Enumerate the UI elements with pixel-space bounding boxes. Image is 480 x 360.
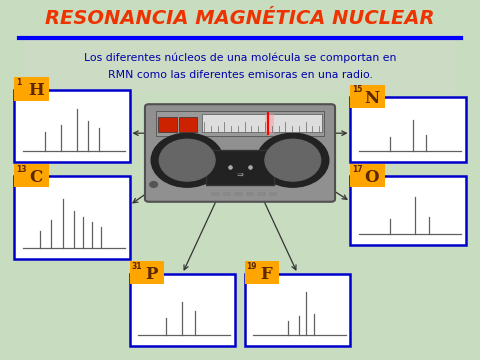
Text: H: H: [28, 82, 44, 99]
Text: 17: 17: [352, 165, 362, 174]
Text: C: C: [29, 169, 42, 186]
Bar: [14, 90, 130, 162]
Bar: [257, 192, 266, 196]
Bar: [14, 77, 49, 101]
Circle shape: [257, 133, 329, 187]
Bar: [223, 192, 231, 196]
Bar: [156, 111, 324, 136]
Bar: [14, 164, 49, 187]
Bar: [179, 117, 197, 132]
Bar: [269, 192, 277, 196]
FancyBboxPatch shape: [24, 34, 456, 94]
Text: 15: 15: [352, 85, 362, 94]
Text: 19: 19: [246, 262, 257, 271]
Bar: [245, 261, 279, 284]
Text: O: O: [364, 169, 379, 186]
Text: RESONANCIA MAGNÉTICA NUCLEAR: RESONANCIA MAGNÉTICA NUCLEAR: [45, 9, 435, 28]
Circle shape: [265, 139, 321, 181]
Bar: [350, 97, 466, 162]
Bar: [206, 150, 274, 185]
Bar: [130, 261, 164, 284]
Text: F: F: [260, 266, 272, 283]
Bar: [246, 192, 254, 196]
Bar: [202, 114, 322, 132]
Circle shape: [150, 182, 157, 188]
Text: 1: 1: [16, 78, 21, 87]
Bar: [14, 176, 130, 259]
Bar: [130, 274, 235, 346]
Bar: [158, 117, 177, 132]
Text: Los diferentes núcleos de una molécula se comportan en: Los diferentes núcleos de una molécula s…: [84, 52, 396, 63]
Text: RMN como las diferentes emisoras en una radio.: RMN como las diferentes emisoras en una …: [108, 69, 372, 80]
Circle shape: [159, 139, 215, 181]
Text: 31: 31: [131, 262, 142, 271]
Bar: [265, 114, 274, 134]
Bar: [350, 176, 466, 245]
Bar: [211, 192, 220, 196]
Text: P: P: [145, 266, 157, 283]
Text: ⇒: ⇒: [237, 169, 243, 178]
Bar: [245, 274, 350, 346]
Circle shape: [151, 133, 223, 187]
Bar: [350, 85, 385, 108]
Text: N: N: [364, 90, 379, 107]
FancyBboxPatch shape: [145, 104, 335, 202]
Bar: [350, 164, 385, 187]
Text: 13: 13: [16, 165, 26, 174]
Bar: [234, 192, 243, 196]
